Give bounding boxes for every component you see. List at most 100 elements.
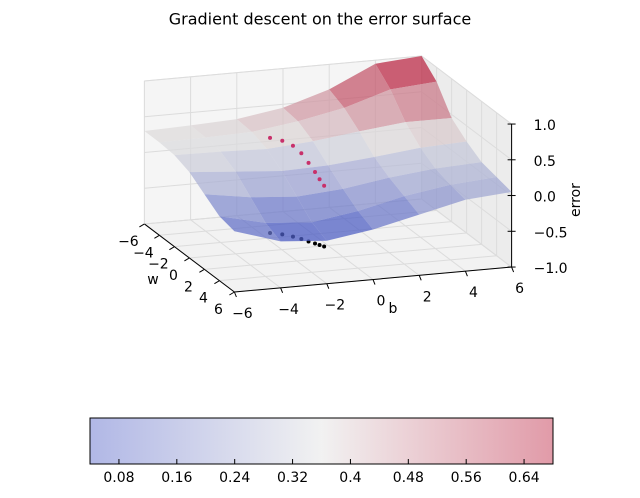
x-tick	[184, 257, 190, 262]
path-point	[268, 135, 273, 140]
surface-patch	[358, 196, 420, 230]
y-tick	[464, 271, 468, 277]
y-tick	[418, 275, 422, 281]
path-point	[280, 138, 285, 143]
surface-patch	[236, 107, 298, 132]
colorbar	[89, 417, 554, 465]
y-tick	[280, 287, 284, 294]
surface-patch	[344, 89, 406, 132]
colorbar-tick-label: 0.24	[219, 470, 250, 486]
surface-patch	[389, 168, 451, 197]
surface-patch	[298, 107, 360, 142]
surface-patch	[250, 196, 312, 223]
y-axis-label: b	[389, 301, 398, 317]
surface-patch	[311, 210, 373, 241]
y-axis-line	[234, 266, 512, 293]
y-tick-label: −4	[278, 302, 299, 318]
colorbar-tick-label: 0.48	[393, 470, 424, 486]
chart-title: Gradient descent on the error surface	[169, 10, 472, 29]
x-tick	[154, 234, 160, 239]
surface-patch	[390, 81, 452, 123]
path-point	[290, 143, 295, 148]
y-tick-label: −6	[232, 306, 253, 322]
x-tick-label: 2	[184, 279, 193, 295]
y-tick	[233, 291, 237, 298]
surface-patch	[375, 56, 437, 90]
surface-patch	[435, 162, 497, 185]
surface-patch	[374, 147, 436, 178]
surface-patch	[220, 148, 282, 172]
surface-patch	[359, 122, 421, 157]
surface-patch	[204, 194, 266, 223]
path-point	[317, 177, 322, 182]
x-tick-label: 0	[169, 268, 178, 284]
y-tick-label: 2	[423, 289, 432, 305]
surface-patch	[328, 156, 390, 189]
grid-line	[421, 198, 512, 268]
grid-line	[144, 55, 422, 82]
colorbar-tick-label: 0.64	[508, 470, 539, 486]
y-tick-label: 4	[469, 285, 478, 301]
path-shadow-point	[313, 241, 318, 246]
surface-patch	[420, 141, 482, 169]
x-tick	[169, 246, 175, 251]
colorbar-tick-label: 0.56	[451, 470, 482, 486]
x-tick-label: −4	[133, 245, 154, 261]
z-tick-label: 0.5	[534, 154, 556, 170]
surface-patch	[296, 188, 358, 223]
y-tick-label: 6	[515, 281, 524, 297]
x-tick-label: −2	[148, 257, 169, 273]
x-axis-label: w	[147, 272, 158, 288]
colorbar-tick-label: 0.16	[161, 470, 192, 486]
surface-patch	[251, 121, 313, 149]
x-tick	[139, 223, 145, 228]
surface-patch	[266, 141, 328, 172]
surface-patch	[450, 177, 512, 200]
surface-patch	[159, 137, 221, 156]
x-tick-label: −6	[118, 234, 139, 250]
surface-patch	[144, 125, 206, 143]
surface-patch	[404, 184, 466, 215]
y-tick	[511, 266, 515, 273]
grid-line	[190, 219, 281, 289]
surface-patch	[283, 89, 345, 122]
surface-patch	[190, 119, 252, 138]
colorbar-tick-label: 0.32	[277, 470, 308, 486]
surface-patch	[205, 131, 267, 152]
path-point	[299, 151, 304, 156]
z-tick-label: −1.0	[534, 261, 568, 277]
path-point	[322, 183, 327, 188]
x-axis-line	[144, 223, 235, 293]
grid-line	[421, 55, 512, 125]
x-tick	[229, 291, 235, 296]
y-tick-label: 0	[377, 294, 386, 310]
colorbar-tick-label: 0.4	[339, 470, 361, 486]
surface-patch	[235, 171, 297, 198]
path-point	[306, 160, 311, 165]
path-shadow-point	[322, 244, 327, 249]
surface-patch	[174, 151, 236, 173]
surface-patch	[329, 63, 391, 108]
x-tick-label: 4	[199, 291, 208, 307]
surface-patch	[405, 118, 467, 148]
path-shadow-point	[317, 242, 322, 247]
y-tick	[326, 283, 330, 289]
y-tick	[372, 279, 376, 285]
surface-patch	[343, 177, 405, 211]
x-tick-label: 6	[214, 302, 223, 318]
z-tick-label: −0.5	[534, 225, 568, 241]
colorbar-tick-label: 0.08	[103, 470, 134, 486]
y-tick-label: −2	[324, 298, 345, 314]
surface-patch	[265, 222, 327, 242]
surface-patch	[281, 165, 343, 197]
surface-patch	[189, 171, 251, 198]
x-tick	[214, 280, 220, 285]
surface-patch	[219, 216, 281, 242]
surface-patch	[313, 131, 375, 166]
path-point	[313, 169, 318, 174]
z-tick-label: 1.0	[534, 118, 556, 134]
z-axis-label: error	[568, 183, 584, 217]
z-tick-label: 0.0	[534, 190, 556, 206]
x-tick	[199, 268, 205, 273]
